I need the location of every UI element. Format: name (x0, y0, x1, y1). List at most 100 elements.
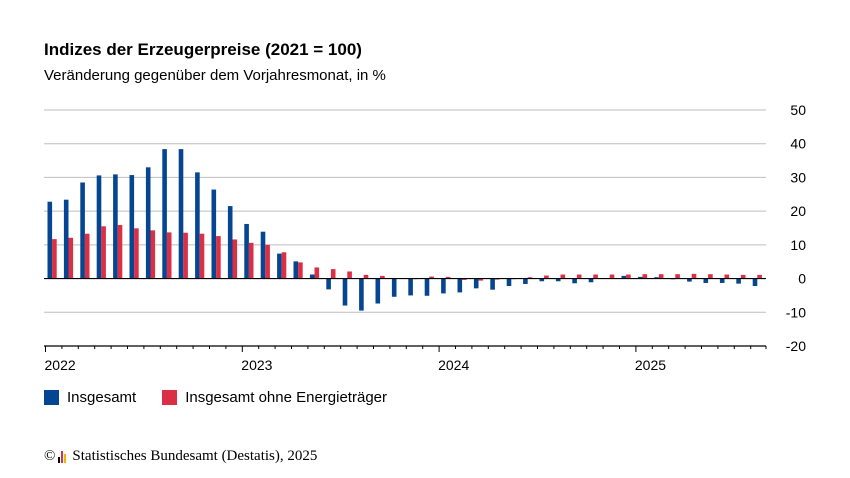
legend-item-insgesamt: Insgesamt (44, 389, 136, 406)
bar-ohne-energie (84, 233, 90, 279)
bar-ohne-energie (478, 278, 484, 281)
bar-insgesamt (555, 278, 561, 282)
legend-label-insgesamt: Insgesamt (67, 389, 137, 406)
bar-ohne-energie (675, 274, 680, 279)
bar-insgesamt (408, 278, 413, 296)
bar-ohne-energie (68, 237, 74, 279)
bar-ohne-energie (593, 274, 598, 279)
bar-insgesamt (309, 274, 315, 279)
bar-ohne-energie (462, 278, 467, 280)
bar-insgesamt (129, 175, 135, 279)
bar-insgesamt (359, 278, 364, 311)
bar-ohne-energie (166, 232, 172, 279)
bar-ohne-energie (183, 232, 188, 279)
bar-insgesamt (260, 231, 266, 279)
y-tick-label: 30 (790, 169, 806, 185)
bar-ohne-energie (150, 230, 156, 279)
bar-ohne-energie (642, 274, 648, 279)
bar-insgesamt (621, 275, 627, 279)
bar-ohne-energie (265, 244, 270, 279)
bar-insgesamt (391, 278, 397, 297)
source-note: © Statistisches Bundesamt (Destatis), 20… (44, 448, 317, 465)
source-text: Statistisches Bundesamt (Destatis), 2025 (72, 448, 318, 464)
bar-insgesamt (719, 278, 725, 283)
y-tick-label: -10 (786, 304, 806, 320)
bar-ohne-energie (117, 224, 123, 279)
bar-insgesamt (113, 174, 118, 279)
bar-insgesamt (211, 189, 217, 279)
x-year-label: 2024 (438, 357, 469, 373)
bar-ohne-energie (232, 239, 238, 279)
y-tick-label: 10 (790, 237, 806, 253)
bar-insgesamt (162, 149, 167, 279)
bar-ohne-energie (347, 271, 352, 279)
bar-insgesamt (145, 167, 151, 279)
bar-insgesamt (277, 253, 282, 279)
bar-ohne-energie (248, 242, 254, 279)
bar-insgesamt (47, 201, 53, 279)
bar-insgesamt (80, 182, 85, 279)
bar-ohne-energie (134, 228, 139, 279)
bar-insgesamt (637, 276, 643, 279)
bar-insgesamt (736, 278, 741, 284)
copyright-symbol: © (44, 448, 56, 464)
bar-insgesamt (490, 278, 495, 290)
bar-ohne-energie (380, 275, 385, 279)
bar-insgesamt (457, 278, 463, 293)
y-tick-label: 20 (790, 203, 806, 219)
bar-insgesamt (342, 278, 348, 306)
bar-ohne-energie (560, 274, 566, 279)
bar-ohne-energie (527, 277, 533, 279)
bar-ohne-energie (757, 274, 762, 279)
x-year-label: 2023 (241, 357, 272, 373)
y-tick-label: -20 (786, 338, 806, 354)
bar-ohne-energie (101, 226, 106, 279)
page-title: Indizes der Erzeugerpreise (2021 = 100) (44, 40, 362, 59)
bar-ohne-energie (609, 274, 615, 279)
bar-insgesamt (63, 199, 69, 279)
bar-ohne-energie (691, 273, 697, 279)
bar-ohne-energie (724, 274, 730, 279)
bar-insgesamt (293, 261, 299, 279)
bar-ohne-energie (199, 233, 205, 279)
bar-insgesamt (506, 278, 512, 286)
bar-insgesamt (178, 149, 184, 279)
bar-ohne-energie (363, 274, 369, 279)
legend-item-ohne-energie: Insgesamt ohne Energieträger (162, 389, 387, 406)
bar-ohne-energie (429, 276, 434, 279)
bar-ohne-energie (314, 267, 320, 279)
bar-insgesamt (654, 277, 659, 279)
bar-ohne-energie (445, 276, 451, 279)
bar-ohne-energie (658, 274, 664, 279)
y-tick-label: 0 (798, 271, 806, 287)
page-subtitle: Veränderung gegenüber dem Vorjahresmonat… (44, 67, 386, 84)
y-tick-label: 40 (790, 136, 806, 152)
bar-insgesamt (424, 278, 430, 296)
legend-label-ohne-energie: Insgesamt ohne Energieträger (185, 389, 387, 406)
bar-insgesamt (473, 278, 479, 289)
bar-ohne-energie (544, 275, 549, 279)
bar-ohne-energie (330, 269, 336, 279)
bar-ohne-energie (708, 274, 713, 279)
bar-insgesamt (752, 278, 758, 286)
destatis-logo-icon (58, 450, 67, 463)
legend: Insgesamt Insgesamt ohne Energieträger (44, 389, 413, 406)
bar-ohne-energie (740, 274, 746, 279)
bar-ohne-energie (281, 252, 287, 279)
legend-swatch-ohne-energie (162, 390, 178, 405)
bar-insgesamt (588, 278, 594, 283)
bar-ohne-energie (576, 274, 582, 279)
bar-insgesamt (523, 278, 528, 284)
x-year-label: 2025 (635, 357, 666, 373)
bar-insgesamt (195, 172, 200, 279)
bar-insgesamt (375, 278, 381, 304)
bar-insgesamt (244, 223, 249, 279)
legend-swatch-insgesamt (44, 390, 59, 405)
bar-insgesamt (96, 175, 102, 279)
bar-insgesamt (687, 278, 692, 282)
bar-ohne-energie (52, 239, 57, 279)
bar-ohne-energie (216, 236, 221, 279)
x-year-label: 2022 (45, 357, 76, 373)
bar-insgesamt (572, 278, 577, 284)
